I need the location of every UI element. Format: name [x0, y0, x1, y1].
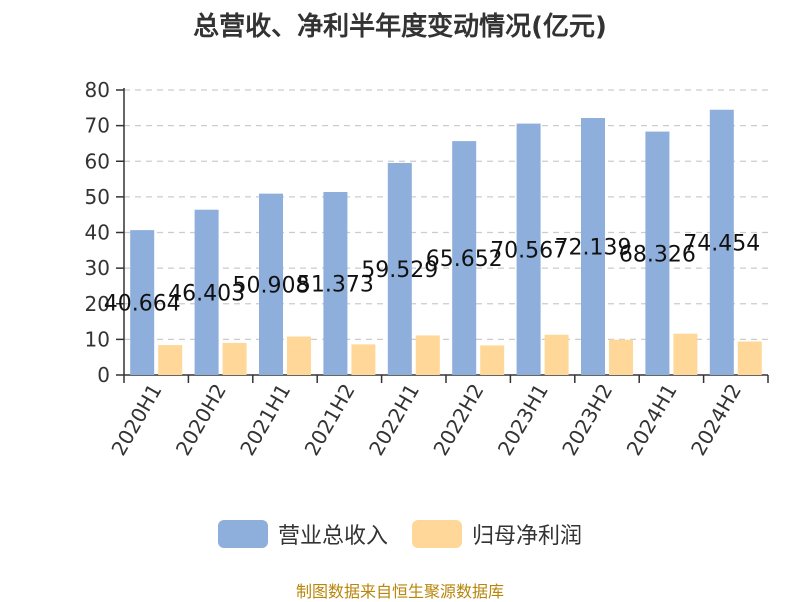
data-label-revenue: 59.529	[361, 258, 438, 283]
y-tick-label: 0	[97, 363, 110, 387]
x-tick-label: 2021H2	[300, 380, 360, 460]
bar-net-profit	[673, 333, 698, 375]
bar-revenue	[323, 191, 348, 375]
data-label-revenue: 46.403	[168, 281, 245, 306]
x-tick-label: 2023H2	[557, 380, 617, 460]
data-label-revenue: 40.664	[104, 292, 181, 317]
y-tick-label: 40	[85, 221, 110, 245]
x-tick-label: 2022H1	[364, 380, 424, 460]
bar-revenue	[259, 193, 283, 375]
bar-net-profit	[737, 341, 762, 375]
data-label-revenue: 51.373	[297, 272, 374, 297]
y-tick-label: 60	[85, 149, 110, 173]
y-tick-label: 30	[85, 256, 110, 280]
legend-item-net-profit[interactable]: 归母净利润	[412, 518, 582, 550]
legend: 营业总收入 归母净利润	[0, 518, 800, 550]
legend-item-revenue[interactable]: 营业总收入	[217, 518, 388, 550]
bar-net-profit	[480, 345, 505, 375]
bar-net-profit	[544, 334, 569, 375]
y-tick-label: 20	[85, 292, 110, 316]
y-tick-label: 70	[85, 114, 110, 138]
bar-net-profit	[351, 344, 376, 375]
bar-net-profit	[609, 339, 633, 375]
legend-swatch-net-profit	[412, 520, 462, 548]
bar-revenue	[452, 141, 477, 375]
data-label-revenue: 72.139	[555, 236, 632, 261]
source-note: 制图数据来自恒生聚源数据库	[295, 582, 504, 601]
x-tick-label: 2023H1	[493, 380, 553, 460]
y-tick-label: 80	[85, 78, 110, 102]
bar-net-profit	[415, 335, 440, 375]
bar-net-profit	[287, 336, 311, 375]
bar-revenue	[645, 131, 670, 375]
bar-net-profit	[222, 342, 247, 375]
legend-swatch-revenue	[217, 520, 268, 548]
x-tick-label: 2020H2	[171, 380, 231, 460]
legend-label-net-profit: 归母净利润	[472, 524, 583, 549]
data-label-revenue: 50.908	[233, 273, 310, 298]
chart-title: 总营收、净利半年度变动情况(亿元)	[193, 12, 607, 42]
x-tick-label: 2024H2	[686, 380, 746, 460]
data-label-revenue: 68.326	[619, 242, 696, 267]
bar-revenue	[194, 209, 219, 375]
bar-revenue	[387, 162, 412, 375]
x-tick-label: 2021H1	[235, 380, 295, 460]
bar-revenue	[709, 109, 734, 375]
data-label-revenue: 74.454	[683, 231, 760, 256]
x-tick-label: 2020H1	[106, 380, 166, 460]
y-tick-label: 10	[85, 327, 110, 351]
bar-revenue	[516, 123, 541, 375]
bar-revenue	[130, 230, 155, 375]
legend-label-revenue: 营业总收入	[277, 524, 388, 549]
data-label-revenue: 70.567	[490, 238, 567, 263]
x-tick-label: 2024H1	[622, 380, 682, 460]
bar-net-profit	[158, 345, 183, 375]
x-tick-label: 2022H2	[428, 380, 488, 460]
bar-revenue	[581, 118, 605, 375]
y-tick-label: 50	[85, 185, 110, 209]
data-label-revenue: 65.652	[426, 247, 503, 272]
